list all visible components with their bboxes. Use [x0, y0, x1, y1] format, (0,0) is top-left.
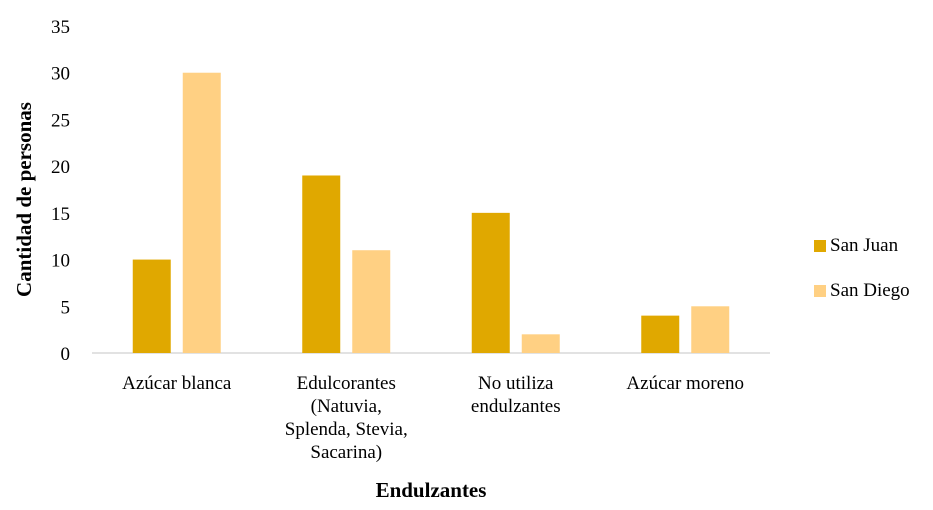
bar-series-1	[132, 259, 171, 353]
legend: San Juan San Diego	[814, 235, 910, 301]
legend-label: San Diego	[830, 280, 910, 301]
bar-series-2	[691, 306, 730, 353]
bar-series-1	[471, 212, 510, 353]
y-axis-title: Cantidad de personas	[12, 102, 36, 297]
category-label: Azúcar moreno	[626, 373, 744, 394]
y-tick-label: 25	[51, 110, 70, 131]
legend-swatch	[814, 240, 826, 252]
y-tick-label: 10	[51, 251, 70, 272]
bar-series-2	[521, 334, 560, 353]
category-label: Sacarina)	[310, 442, 382, 463]
y-tick-label: 0	[61, 344, 71, 365]
category-label: (Natuvia,	[311, 396, 382, 417]
y-tick-label: 20	[51, 157, 70, 178]
y-tick-label: 5	[61, 297, 71, 318]
bar-series-1	[641, 315, 680, 353]
bar-series-2	[352, 250, 391, 353]
y-axis-ticks: 0 5 10 15 20 25 30 35	[51, 17, 70, 365]
category-label: endulzantes	[471, 396, 561, 417]
bars	[132, 72, 730, 353]
category-labels: Azúcar blanca Edulcorantes(Natuvia,Splend…	[122, 373, 744, 463]
category-label: Splenda, Stevia,	[285, 419, 408, 440]
y-tick-label: 15	[51, 204, 70, 225]
legend-label: San Juan	[830, 235, 899, 256]
x-axis-title: Endulzantes	[376, 478, 487, 502]
bar-series-2	[182, 72, 221, 353]
category-label: Edulcorantes	[297, 373, 396, 394]
y-tick-label: 35	[51, 17, 70, 38]
category-label: Azúcar blanca	[122, 373, 232, 394]
legend-swatch	[814, 285, 826, 297]
y-tick-label: 30	[51, 64, 70, 85]
category-label: No utiliza	[478, 373, 554, 394]
bar-series-1	[302, 175, 341, 353]
